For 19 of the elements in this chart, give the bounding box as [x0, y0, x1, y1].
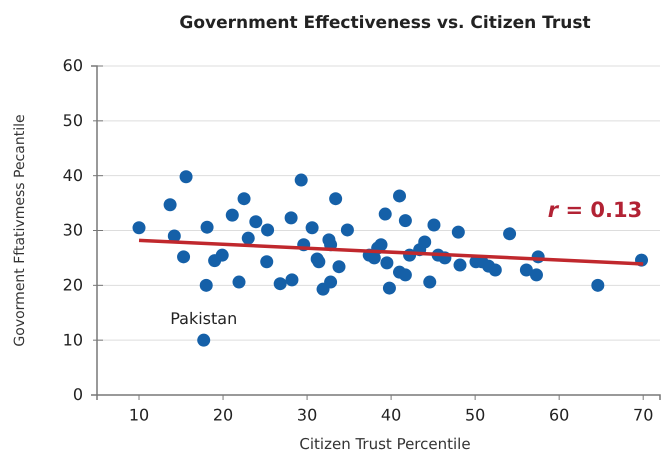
chart-title: Government Effectiveness vs. Citizen Trust: [179, 13, 591, 33]
x-tick-label: 50: [464, 405, 486, 424]
y-tick-label: 60: [62, 56, 83, 76]
x-tick-label: 40: [380, 405, 402, 424]
x-tick-label: 10: [128, 405, 150, 424]
y-axis-title: Govorment Fftativmess Pecantile: [12, 114, 28, 347]
y-tick-label: 20: [62, 275, 83, 294]
x-tick-label: 30: [296, 405, 318, 424]
annotation: r = 0.13: [548, 198, 642, 222]
y-tick-label: 50: [62, 110, 83, 130]
x-tick-label: 70: [633, 405, 654, 424]
y-tick-label: 30: [62, 220, 83, 240]
y-tick-label: 10: [62, 330, 83, 350]
x-tick-label: 60: [548, 405, 570, 424]
y-tick-label: 0: [72, 385, 83, 404]
x-tick-label: 20: [212, 405, 234, 424]
annotation: Pakistan: [170, 309, 238, 328]
y-tick-label: 40: [62, 166, 83, 185]
x-axis-title: Citizen Trust Percentile: [299, 435, 471, 453]
